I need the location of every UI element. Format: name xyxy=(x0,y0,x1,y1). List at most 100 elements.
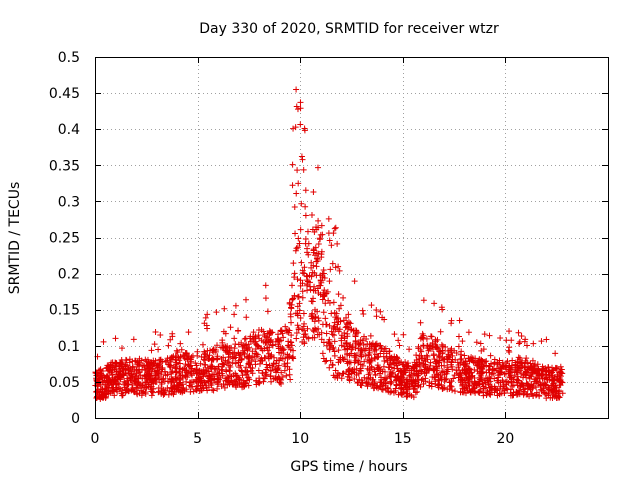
data-point xyxy=(118,345,125,352)
data-point xyxy=(478,365,485,372)
data-point xyxy=(125,381,132,388)
data-point xyxy=(315,224,322,231)
data-point xyxy=(373,351,380,358)
data-points xyxy=(92,86,566,403)
data-point xyxy=(143,384,150,391)
data-point xyxy=(438,362,445,369)
data-point xyxy=(297,99,304,106)
data-point xyxy=(313,250,320,257)
data-point xyxy=(273,360,280,367)
data-point xyxy=(161,368,168,375)
data-point xyxy=(93,375,100,382)
data-point xyxy=(256,380,263,387)
data-point xyxy=(192,360,199,367)
data-point xyxy=(128,375,135,382)
data-point xyxy=(263,371,270,378)
data-point xyxy=(99,378,106,385)
axis-ticks: 0 0.05 0.1 0.15 0.2 0.25 0.3 0.35 0.4 0.45 0.5 0 5 10… xyxy=(49,50,608,447)
data-point xyxy=(319,274,326,281)
data-point xyxy=(359,362,366,369)
data-point xyxy=(522,372,529,379)
data-point xyxy=(195,379,202,386)
data-point xyxy=(444,386,451,393)
data-point xyxy=(111,392,118,399)
data-point xyxy=(250,329,257,336)
data-point xyxy=(344,373,351,380)
data-point xyxy=(231,335,238,342)
y-axis-label: SRMTID / TECUs xyxy=(7,182,23,295)
data-point xyxy=(516,391,523,398)
data-point xyxy=(423,335,430,342)
data-point xyxy=(239,368,246,375)
data-point xyxy=(288,332,295,339)
data-point xyxy=(294,303,301,310)
data-point xyxy=(302,187,309,194)
data-point xyxy=(326,345,333,352)
data-point xyxy=(168,370,175,377)
data-point xyxy=(528,369,535,376)
data-point xyxy=(464,387,471,394)
data-point xyxy=(264,347,271,354)
data-point xyxy=(185,362,192,369)
data-point xyxy=(505,347,512,354)
data-point xyxy=(334,374,341,381)
data-point xyxy=(193,366,200,373)
data-point xyxy=(408,392,415,399)
data-point xyxy=(289,296,296,303)
data-point xyxy=(341,333,348,340)
data-point xyxy=(174,349,181,356)
data-point xyxy=(224,358,231,365)
data-point xyxy=(486,363,493,370)
data-point xyxy=(325,215,332,222)
data-point xyxy=(395,391,402,398)
data-point xyxy=(351,376,358,383)
data-point xyxy=(550,388,557,395)
data-point xyxy=(113,372,120,379)
data-point xyxy=(287,339,294,346)
data-point xyxy=(516,340,522,347)
data-point xyxy=(471,366,478,373)
data-point xyxy=(368,363,375,370)
data-point xyxy=(255,367,262,374)
data-point xyxy=(421,370,428,377)
data-point xyxy=(420,380,427,387)
data-point xyxy=(150,385,157,392)
data-point xyxy=(322,300,329,307)
data-point xyxy=(295,235,302,242)
data-point xyxy=(111,363,118,370)
x-tick-label: 10 xyxy=(291,431,309,447)
data-point xyxy=(210,387,217,394)
data-point xyxy=(331,338,338,345)
data-point xyxy=(274,335,281,342)
data-point xyxy=(197,360,204,367)
data-point xyxy=(444,359,451,366)
data-point xyxy=(291,292,298,299)
data-point xyxy=(290,355,297,362)
data-point xyxy=(244,368,251,375)
data-point xyxy=(310,326,317,333)
data-point xyxy=(219,339,226,346)
data-point xyxy=(361,358,368,365)
data-point xyxy=(427,359,434,366)
data-point xyxy=(239,343,246,350)
data-point xyxy=(530,340,537,347)
data-point xyxy=(101,374,108,381)
data-point xyxy=(122,361,129,368)
data-point xyxy=(553,393,560,400)
data-point xyxy=(504,358,511,365)
data-point xyxy=(526,375,533,382)
data-point xyxy=(520,374,527,381)
data-point xyxy=(377,308,384,315)
data-point xyxy=(182,372,189,379)
data-point xyxy=(391,353,398,360)
y-tick-label: 0.4 xyxy=(58,122,80,138)
data-point xyxy=(330,299,337,306)
x-tick-label: 15 xyxy=(394,431,412,447)
data-point xyxy=(286,371,293,378)
data-point xyxy=(378,386,385,393)
data-point xyxy=(176,369,183,376)
data-point xyxy=(159,364,166,371)
data-point xyxy=(156,363,163,370)
data-point xyxy=(119,359,126,366)
data-point xyxy=(180,384,187,391)
